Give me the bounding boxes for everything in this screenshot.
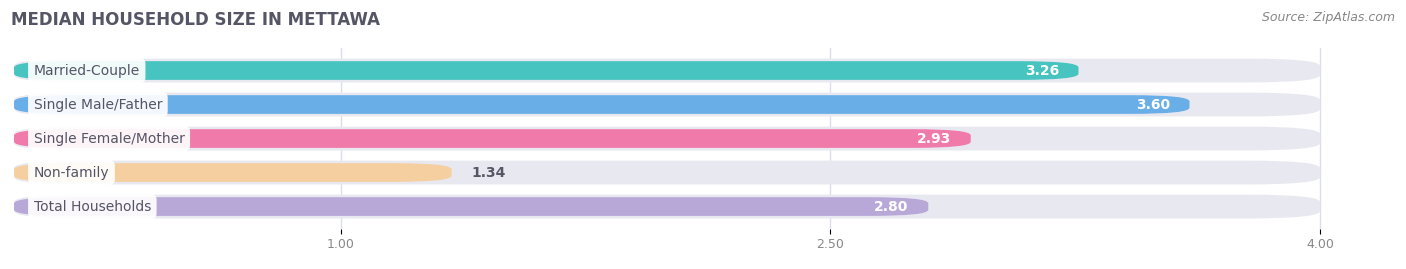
Text: 2.93: 2.93 [917,132,950,146]
Text: 3.26: 3.26 [1025,63,1059,77]
Text: Total Households: Total Households [34,200,150,214]
Text: Single Female/Mother: Single Female/Mother [34,132,184,146]
FancyBboxPatch shape [14,93,1320,116]
FancyBboxPatch shape [14,95,1189,114]
Text: Non-family: Non-family [34,165,110,179]
FancyBboxPatch shape [14,163,451,182]
FancyBboxPatch shape [14,61,1078,80]
Text: 3.60: 3.60 [1136,98,1170,112]
Text: 1.34: 1.34 [471,165,506,179]
Text: Source: ZipAtlas.com: Source: ZipAtlas.com [1261,11,1395,24]
Text: Married-Couple: Married-Couple [34,63,141,77]
Text: Single Male/Father: Single Male/Father [34,98,162,112]
FancyBboxPatch shape [14,197,928,216]
FancyBboxPatch shape [14,127,1320,150]
FancyBboxPatch shape [14,161,1320,185]
FancyBboxPatch shape [14,59,1320,82]
FancyBboxPatch shape [14,129,970,148]
Text: 2.80: 2.80 [875,200,908,214]
Text: MEDIAN HOUSEHOLD SIZE IN METTAWA: MEDIAN HOUSEHOLD SIZE IN METTAWA [11,11,380,29]
FancyBboxPatch shape [14,195,1320,218]
